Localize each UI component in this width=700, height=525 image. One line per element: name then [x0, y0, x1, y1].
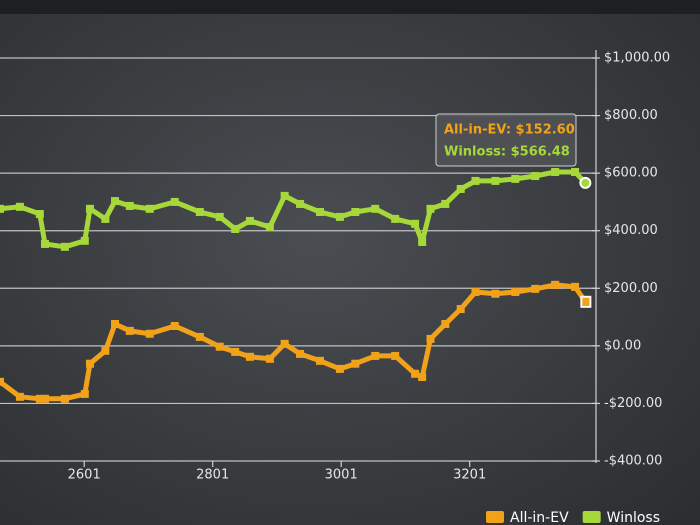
point-marker	[215, 212, 224, 221]
point-marker	[296, 199, 305, 208]
point-marker	[471, 288, 480, 297]
point-marker	[571, 282, 580, 291]
point-marker	[418, 372, 427, 381]
point-marker	[215, 342, 224, 351]
point-marker	[195, 332, 204, 341]
point-marker	[571, 167, 580, 176]
point-marker	[245, 216, 254, 225]
point-marker	[411, 369, 420, 378]
point-marker	[280, 191, 289, 200]
point-marker	[0, 204, 4, 213]
point-marker	[40, 394, 49, 403]
point-marker	[371, 351, 380, 360]
point-marker	[111, 319, 120, 328]
point-marker	[80, 236, 89, 245]
point-marker	[296, 349, 305, 358]
hover-marker	[579, 176, 592, 189]
point-marker	[371, 204, 380, 213]
point-marker	[265, 222, 274, 231]
point-marker	[125, 326, 134, 335]
point-marker	[491, 176, 500, 185]
point-marker	[170, 197, 179, 206]
point-marker	[426, 204, 435, 213]
point-marker	[170, 321, 179, 330]
point-marker	[245, 352, 254, 361]
legend-swatch	[582, 511, 601, 523]
tooltip-box	[435, 113, 577, 167]
point-marker	[491, 289, 500, 298]
point-marker	[15, 392, 24, 401]
legend-swatch	[486, 511, 504, 523]
point-marker	[411, 219, 420, 228]
hover-marker	[580, 295, 592, 308]
tooltip-text: All-in-EV: $152.60	[444, 123, 575, 138]
point-marker	[60, 242, 69, 251]
point-marker	[426, 334, 435, 343]
point-marker	[85, 359, 94, 368]
y-tick-label: -$200.00	[604, 396, 662, 411]
point-marker	[441, 199, 450, 208]
point-marker	[231, 347, 240, 356]
point-marker	[531, 284, 540, 293]
point-marker	[145, 329, 154, 338]
point-marker	[145, 204, 154, 213]
point-marker	[35, 210, 44, 219]
y-tick-label: $800.00	[604, 108, 658, 123]
legend-label: All-in-EV	[510, 510, 569, 525]
x-tick-label: 2601	[68, 468, 101, 483]
point-marker	[511, 288, 520, 297]
y-tick-label: $600.00	[604, 166, 658, 181]
point-marker	[231, 224, 240, 233]
y-tick-label: $400.00	[604, 223, 658, 238]
point-marker	[280, 339, 289, 348]
point-marker	[391, 351, 400, 360]
point-marker	[80, 389, 89, 398]
point-marker	[456, 305, 465, 314]
point-marker	[531, 172, 540, 181]
point-marker	[581, 178, 590, 187]
point-marker	[351, 208, 360, 217]
point-marker	[101, 214, 110, 223]
point-marker	[85, 204, 94, 213]
point-marker	[265, 354, 274, 363]
y-tick-label: $1,000.00	[604, 51, 670, 66]
screen-bezel	[0, 0, 700, 14]
y-tick-label: $0.00	[604, 338, 641, 353]
y-tick-label: -$400.00	[604, 454, 662, 469]
point-marker	[335, 212, 344, 221]
point-marker	[40, 239, 49, 248]
point-marker	[351, 359, 360, 368]
point-marker	[315, 356, 324, 365]
point-marker	[315, 208, 324, 217]
x-tick-label: 3001	[325, 468, 358, 483]
y-tick-label: $200.00	[604, 281, 658, 296]
point-marker	[441, 319, 450, 328]
x-tick-label: 2801	[196, 468, 229, 483]
x-tick-label: 3201	[453, 468, 486, 483]
point-marker	[15, 202, 24, 211]
point-marker	[101, 346, 110, 355]
point-marker	[456, 184, 465, 193]
point-marker	[111, 197, 120, 206]
point-marker	[581, 297, 590, 306]
legend-label: Winloss	[607, 510, 660, 525]
point-marker	[511, 174, 520, 183]
point-marker	[391, 214, 400, 223]
point-marker	[35, 394, 44, 403]
point-marker	[60, 394, 69, 403]
point-marker	[335, 364, 344, 373]
point-marker	[125, 201, 134, 210]
point-marker	[0, 377, 4, 386]
point-marker	[551, 280, 560, 289]
tooltip-text: Winloss: $566.48	[444, 145, 570, 160]
point-marker	[551, 167, 560, 176]
point-marker	[471, 176, 480, 185]
point-marker	[418, 237, 427, 246]
point-marker	[195, 208, 204, 217]
